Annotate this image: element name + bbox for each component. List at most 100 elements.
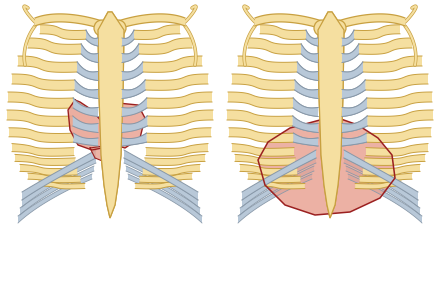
Polygon shape bbox=[355, 181, 401, 189]
Polygon shape bbox=[122, 98, 147, 116]
Polygon shape bbox=[301, 44, 318, 62]
Polygon shape bbox=[20, 165, 77, 175]
Polygon shape bbox=[297, 62, 318, 81]
Polygon shape bbox=[346, 166, 420, 215]
Polygon shape bbox=[139, 38, 192, 54]
Polygon shape bbox=[73, 98, 98, 116]
Polygon shape bbox=[139, 173, 192, 183]
Polygon shape bbox=[306, 30, 318, 46]
Polygon shape bbox=[366, 144, 428, 156]
Polygon shape bbox=[147, 92, 212, 108]
Polygon shape bbox=[90, 145, 118, 162]
Polygon shape bbox=[73, 116, 98, 132]
Polygon shape bbox=[7, 110, 73, 126]
Polygon shape bbox=[342, 116, 367, 132]
Polygon shape bbox=[86, 30, 98, 46]
Polygon shape bbox=[9, 128, 73, 142]
Polygon shape bbox=[293, 133, 318, 146]
Polygon shape bbox=[342, 133, 367, 146]
Polygon shape bbox=[122, 44, 139, 62]
Polygon shape bbox=[73, 133, 98, 146]
Polygon shape bbox=[293, 116, 318, 132]
Polygon shape bbox=[81, 44, 98, 62]
Polygon shape bbox=[248, 173, 301, 183]
Polygon shape bbox=[40, 25, 86, 39]
Polygon shape bbox=[81, 44, 98, 62]
Polygon shape bbox=[365, 155, 425, 165]
Polygon shape bbox=[28, 173, 81, 183]
Circle shape bbox=[330, 20, 346, 36]
Polygon shape bbox=[359, 173, 412, 183]
Polygon shape bbox=[293, 133, 318, 146]
Polygon shape bbox=[318, 12, 344, 218]
Polygon shape bbox=[22, 150, 96, 200]
Polygon shape bbox=[122, 116, 147, 132]
Polygon shape bbox=[295, 80, 318, 98]
Polygon shape bbox=[259, 181, 305, 189]
Polygon shape bbox=[22, 158, 96, 207]
Polygon shape bbox=[98, 12, 124, 218]
Polygon shape bbox=[228, 92, 293, 108]
Polygon shape bbox=[232, 144, 294, 156]
Polygon shape bbox=[293, 98, 318, 116]
Polygon shape bbox=[295, 80, 318, 98]
Polygon shape bbox=[75, 80, 98, 98]
Polygon shape bbox=[143, 165, 200, 175]
Polygon shape bbox=[255, 14, 325, 30]
Polygon shape bbox=[240, 166, 314, 215]
Polygon shape bbox=[260, 25, 306, 39]
Polygon shape bbox=[342, 116, 367, 132]
Polygon shape bbox=[342, 44, 359, 62]
Polygon shape bbox=[365, 74, 428, 90]
Polygon shape bbox=[39, 181, 85, 189]
Polygon shape bbox=[113, 103, 145, 148]
Polygon shape bbox=[122, 133, 147, 146]
Polygon shape bbox=[235, 155, 295, 165]
Polygon shape bbox=[128, 174, 202, 223]
Polygon shape bbox=[122, 133, 147, 146]
Polygon shape bbox=[12, 74, 75, 90]
Polygon shape bbox=[344, 158, 418, 207]
Polygon shape bbox=[12, 144, 74, 156]
Polygon shape bbox=[77, 62, 98, 81]
Polygon shape bbox=[122, 80, 145, 98]
Polygon shape bbox=[134, 25, 180, 39]
Polygon shape bbox=[342, 133, 367, 146]
Polygon shape bbox=[335, 14, 405, 30]
Polygon shape bbox=[342, 80, 365, 98]
Polygon shape bbox=[146, 144, 208, 156]
Polygon shape bbox=[147, 128, 211, 142]
Polygon shape bbox=[293, 116, 318, 132]
Polygon shape bbox=[242, 158, 316, 207]
Polygon shape bbox=[342, 98, 367, 116]
Polygon shape bbox=[122, 30, 134, 46]
Polygon shape bbox=[18, 174, 92, 223]
Polygon shape bbox=[115, 14, 185, 30]
Polygon shape bbox=[367, 128, 431, 142]
Polygon shape bbox=[122, 80, 145, 98]
Circle shape bbox=[94, 20, 110, 36]
Polygon shape bbox=[73, 98, 98, 116]
Polygon shape bbox=[318, 12, 344, 218]
Polygon shape bbox=[363, 56, 422, 72]
Polygon shape bbox=[20, 166, 94, 215]
Circle shape bbox=[110, 20, 126, 36]
Polygon shape bbox=[248, 38, 301, 54]
Polygon shape bbox=[229, 128, 293, 142]
Polygon shape bbox=[342, 30, 354, 46]
Polygon shape bbox=[242, 150, 316, 200]
Polygon shape bbox=[124, 150, 198, 200]
Polygon shape bbox=[367, 110, 433, 126]
Polygon shape bbox=[75, 80, 98, 98]
Polygon shape bbox=[344, 150, 418, 200]
Polygon shape bbox=[35, 14, 105, 30]
Polygon shape bbox=[98, 12, 124, 218]
Polygon shape bbox=[122, 116, 147, 132]
Polygon shape bbox=[258, 118, 395, 215]
Polygon shape bbox=[359, 38, 412, 54]
Polygon shape bbox=[342, 30, 354, 46]
Polygon shape bbox=[8, 92, 73, 108]
Polygon shape bbox=[301, 44, 318, 62]
Polygon shape bbox=[15, 155, 75, 165]
Polygon shape bbox=[73, 116, 98, 132]
